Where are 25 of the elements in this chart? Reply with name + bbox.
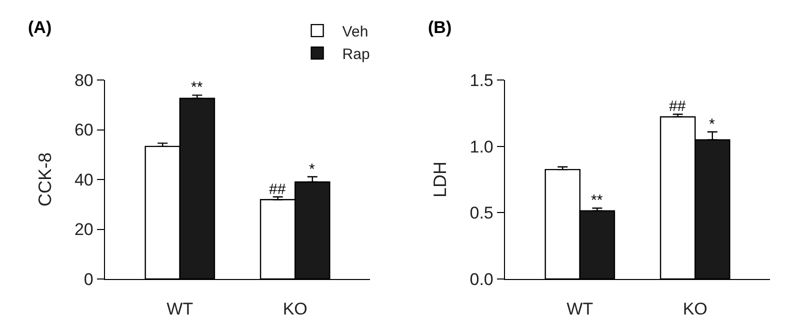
x-tick-label: KO	[282, 300, 308, 319]
annotation: **	[191, 79, 203, 96]
x-tick-label: WT	[566, 300, 594, 319]
annotation: ##	[669, 98, 686, 115]
y-tick-label: 20	[74, 220, 94, 240]
y-tick-label: 0.0	[470, 270, 494, 289]
y-tick-label: 40	[74, 170, 94, 190]
annotation: *	[309, 161, 315, 178]
y-tick-label: 80	[74, 70, 94, 90]
y-axis-title: CCK-8	[34, 152, 55, 207]
chart-title: (A)	[28, 18, 52, 37]
y-axis-title: LDH	[430, 161, 450, 198]
y-tick-label: 0.5	[470, 204, 494, 223]
chart-title: (B)	[428, 18, 452, 37]
annotation: **	[591, 192, 603, 209]
legend-label: Rap	[342, 46, 370, 63]
y-tick-label: 1.0	[470, 137, 494, 156]
annotation: ##	[269, 181, 286, 198]
annotation: *	[709, 116, 715, 133]
x-tick-label: WT	[166, 300, 194, 319]
y-tick-label: 60	[74, 120, 94, 140]
legend-label: Veh	[342, 23, 368, 40]
y-tick-label: 1.5	[470, 70, 494, 90]
x-tick-label: KO	[682, 300, 708, 319]
y-tick-label: 0	[84, 270, 94, 289]
